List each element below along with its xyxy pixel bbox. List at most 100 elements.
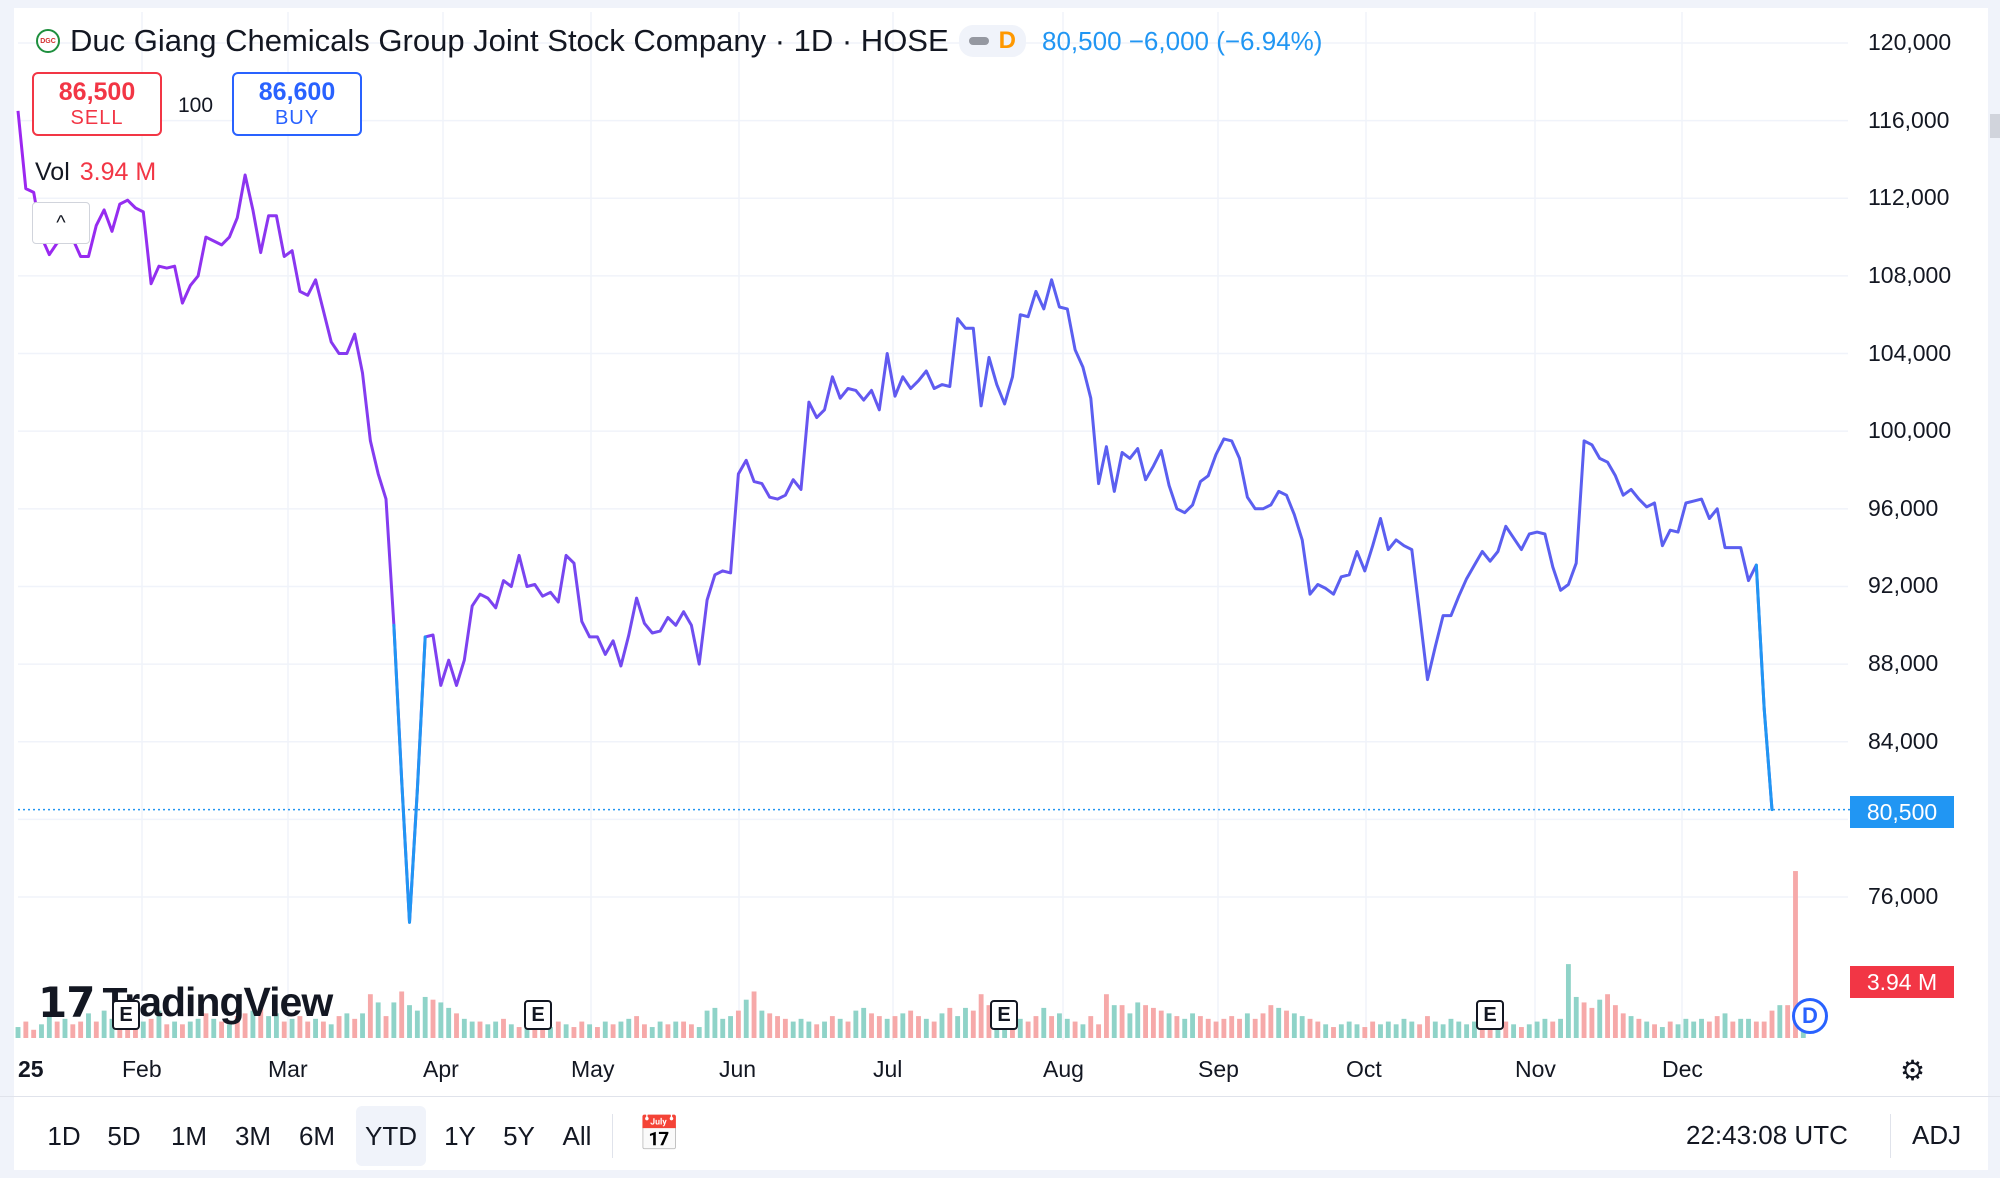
earnings-marker[interactable]: E [112, 1000, 140, 1030]
volume-bar [1612, 1005, 1618, 1038]
status-dash-icon [968, 37, 989, 45]
symbol-title[interactable]: Duc Giang Chemicals Group Joint Stock Co… [70, 23, 949, 58]
volume-bar [1425, 1016, 1430, 1038]
volume-bar [1252, 1018, 1258, 1038]
range-button-1d[interactable]: 1D [47, 1120, 81, 1151]
volume-bar [1025, 1021, 1031, 1038]
volume-bar [140, 1021, 146, 1038]
volume-bar [704, 1010, 710, 1038]
volume-bar [1260, 1013, 1266, 1038]
volume-bar [391, 1002, 397, 1038]
volume-bar [1331, 1027, 1336, 1038]
range-button-3m[interactable]: 3M [234, 1120, 272, 1151]
volume-bar [1589, 1007, 1595, 1038]
frame-top [0, 0, 2000, 8]
volume-bar [414, 1010, 420, 1038]
side-panel-handle[interactable] [1990, 114, 2000, 138]
volume-bar [1503, 1021, 1509, 1038]
volume-bar [688, 1024, 694, 1038]
earnings-marker[interactable]: E [990, 1000, 1018, 1030]
volume-bar [681, 1021, 687, 1038]
volume-bar [297, 1016, 303, 1038]
range-button-1y[interactable]: 1Y [444, 1120, 476, 1151]
volume-bar [438, 1002, 444, 1038]
market-status-pill[interactable]: D [958, 25, 1026, 57]
volume-bar [1362, 1027, 1368, 1038]
volume-bar [31, 1029, 37, 1038]
toolbar-divider [612, 1114, 613, 1158]
volume-bar [908, 1010, 914, 1038]
volume-bar [172, 1021, 178, 1038]
volume-bar [555, 1021, 561, 1038]
volume-bar [375, 1002, 381, 1038]
volume-bar [1605, 994, 1610, 1038]
volume-bar [1127, 1013, 1133, 1038]
volume-bar [1519, 1027, 1524, 1038]
volume-bar [46, 1013, 52, 1038]
volume-bar [39, 1024, 44, 1038]
y-tick-label: 120,000 [1868, 29, 1952, 55]
x-tick-label: Feb [122, 1056, 162, 1082]
volume-bar [1417, 1024, 1423, 1038]
collapse-legend-button[interactable]: ^ [32, 202, 90, 244]
volume-bar [1315, 1021, 1321, 1038]
calendar-range-icon[interactable]: 📅 [638, 1115, 681, 1153]
volume-bar [360, 1013, 365, 1038]
volume-bar [250, 1010, 256, 1038]
frame-bottom [0, 1170, 2000, 1178]
earnings-marker[interactable]: E [1476, 1000, 1504, 1030]
range-button-all[interactable]: All [562, 1120, 592, 1151]
volume-bar [430, 999, 436, 1038]
volume-bar [649, 1027, 655, 1038]
volume-bar [313, 1018, 318, 1038]
price-line[interactable] [16, 110, 1774, 924]
x-tick-label: Dec [1662, 1056, 1703, 1082]
volume-bar [1738, 1018, 1744, 1038]
volume-bar [258, 1007, 264, 1038]
buy-button[interactable]: 86,600 BUY [232, 72, 362, 136]
volume-bar [1565, 964, 1571, 1038]
range-button-1m[interactable]: 1M [170, 1120, 208, 1151]
earnings-marker[interactable]: E [524, 1000, 552, 1030]
volume-bar [1675, 1024, 1681, 1038]
volume-bar [289, 1018, 295, 1038]
range-button-6m[interactable]: 6M [298, 1120, 336, 1151]
volume-bar [1472, 1021, 1477, 1038]
volume-bar [1401, 1018, 1407, 1038]
settings-icon[interactable]: ⚙ [1900, 1055, 1926, 1086]
y-tick-label: 84,000 [1868, 727, 1939, 754]
bottom-toolbar [0, 1096, 2000, 1179]
volume-bar [101, 1010, 107, 1038]
volume-bar [1620, 1013, 1626, 1038]
volume-bar [1753, 1021, 1759, 1038]
volume-bar [1096, 1024, 1102, 1038]
range-button-ytd[interactable]: YTD [356, 1106, 426, 1166]
volume-bar [399, 991, 405, 1038]
dividend-marker[interactable]: D [1792, 998, 1828, 1034]
volume-bar [931, 1021, 937, 1038]
tradingview-watermark[interactable]: 𝟭𝟳 TradingView [38, 978, 333, 1027]
chevron-up-icon: ^ [56, 211, 66, 234]
volume-bar [1166, 1013, 1172, 1038]
adjust-data-toggle[interactable]: ADJ [1912, 1120, 1962, 1150]
volume-bar [548, 1027, 553, 1038]
volume-bar [1636, 1018, 1642, 1038]
symbol-legend[interactable]: DGC Duc Giang Chemicals Group Joint Stoc… [36, 20, 1322, 62]
volume-bar [1511, 1024, 1517, 1038]
volume-bar [1581, 1002, 1587, 1038]
volume-legend[interactable]: Vol 3.94 M [35, 158, 156, 187]
volume-bar [1542, 1018, 1548, 1038]
volume-bar [1190, 1013, 1195, 1038]
price-line-segment [1762, 707, 1774, 812]
volume-bar [955, 1016, 961, 1038]
volume-bar [986, 1005, 992, 1038]
range-button-5d[interactable]: 5D [107, 1120, 141, 1151]
volume-bar [947, 1007, 953, 1038]
sell-button[interactable]: 86,500 SELL [32, 72, 162, 136]
range-button-5y[interactable]: 5Y [503, 1120, 535, 1151]
utc-clock[interactable]: 22:43:08 UTC [1686, 1120, 1848, 1150]
y-tick-label: 96,000 [1868, 494, 1939, 521]
volume-bar [336, 1016, 342, 1038]
volume-bar [1174, 1016, 1180, 1038]
